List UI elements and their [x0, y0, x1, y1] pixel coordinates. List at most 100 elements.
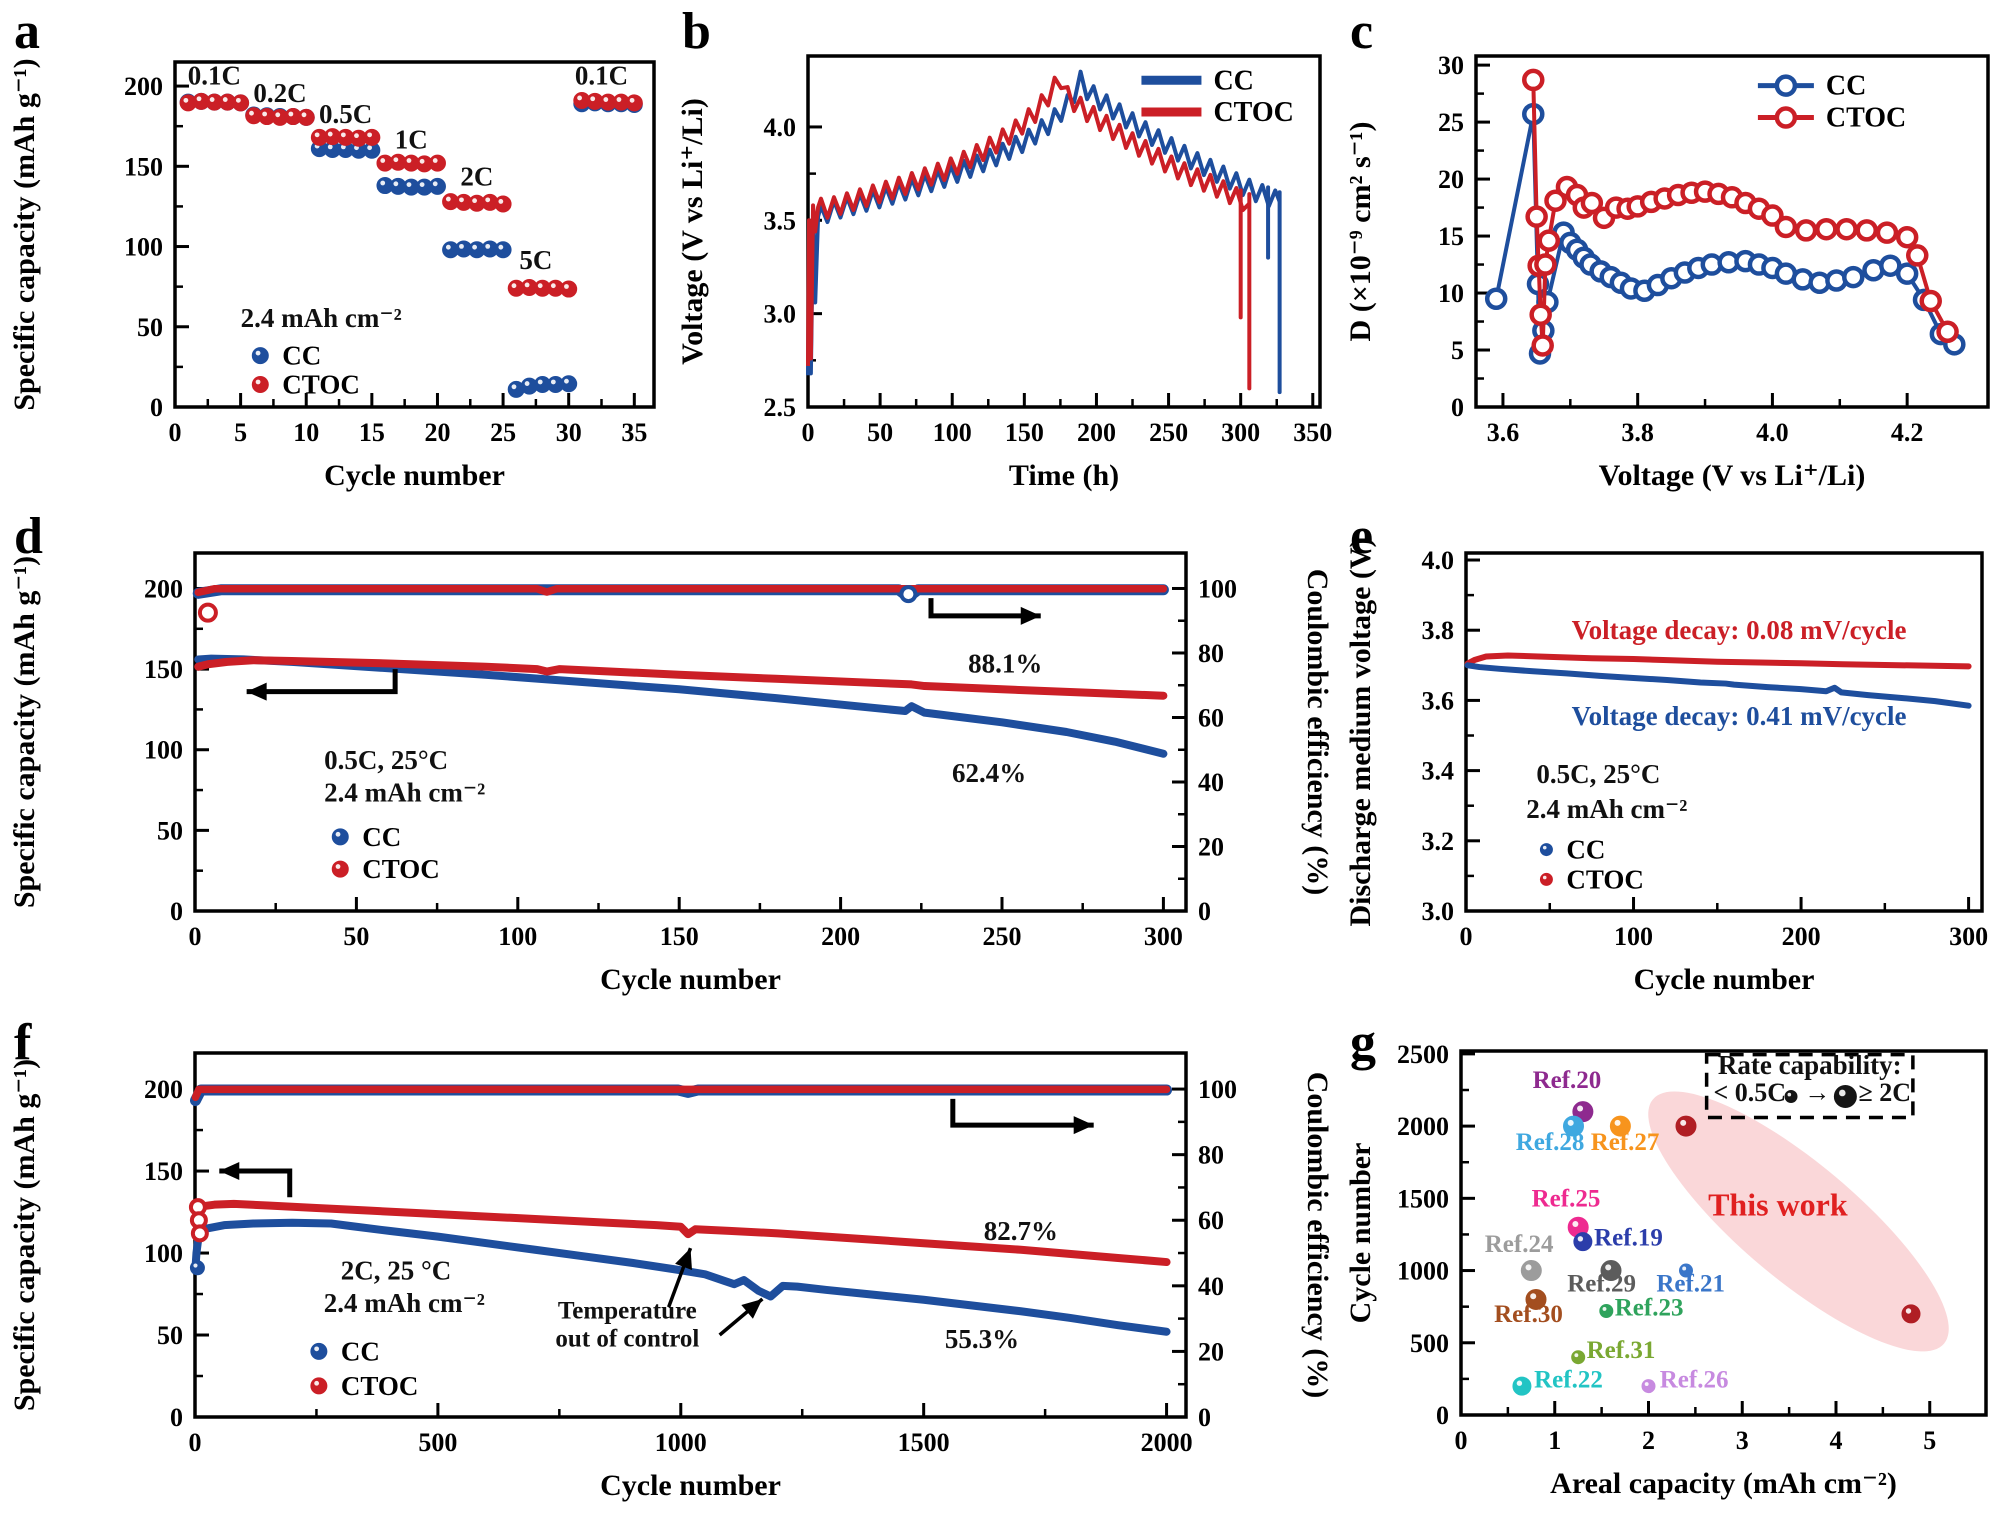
svg-text:1: 1	[1548, 1426, 1561, 1455]
arrowhead	[1020, 606, 1041, 625]
sphere-marker	[1563, 1115, 1584, 1137]
svg-text:0: 0	[169, 418, 182, 447]
svg-text:0: 0	[1198, 1403, 1211, 1432]
svg-text:50: 50	[343, 922, 369, 951]
annotation: Temperature	[558, 1298, 697, 1325]
svg-text:CC: CC	[282, 341, 321, 371]
scatter-point-ref.20: Ref.20	[1533, 1067, 1601, 1123]
sphere-marker	[533, 279, 551, 297]
scatter-point-this-work	[1675, 1115, 1697, 1137]
svg-text:200: 200	[144, 574, 183, 603]
sphere-marker	[1525, 1288, 1547, 1310]
svg-text:20: 20	[424, 418, 450, 447]
sphere-marker	[520, 278, 538, 296]
annotation: 0.5C, 25°C	[1536, 759, 1660, 789]
y-axis-label: Cycle number	[1344, 1143, 1377, 1324]
svg-text:0: 0	[150, 393, 163, 422]
series-CTOC-capacity	[191, 1199, 1171, 1267]
scatter-label: Ref.23	[1615, 1294, 1684, 1321]
svg-text:0: 0	[170, 1403, 183, 1432]
sphere-marker	[232, 94, 250, 112]
series-CTOC-CE	[194, 585, 1168, 597]
scatter-point-this-work	[1901, 1304, 1921, 1324]
svg-text:20: 20	[1438, 165, 1464, 194]
sphere-marker	[1609, 1115, 1631, 1137]
y2-axis: 0 20 40 60 80 100 Coulombic efficiency (%)	[1172, 569, 1334, 926]
svg-text:200: 200	[1077, 418, 1116, 447]
svg-text:CC: CC	[1213, 65, 1253, 96]
svg-text:CC: CC	[1566, 835, 1605, 865]
svg-text:100: 100	[144, 1239, 183, 1268]
annotation: 2C	[460, 162, 493, 192]
annotation: 2.4 mAh cm⁻²	[324, 777, 485, 807]
svg-text:300: 300	[1221, 418, 1260, 447]
sphere-marker	[310, 1342, 328, 1360]
svg-text:5: 5	[234, 418, 247, 447]
series-CTOC-capacity	[194, 656, 1168, 700]
annotation: < 0.5C	[1713, 1078, 1786, 1107]
annotation: →	[1804, 1078, 1830, 1107]
svg-text:2.5: 2.5	[764, 393, 797, 422]
sphere-marker	[1600, 1260, 1622, 1282]
annotation-arrow	[219, 1168, 293, 1198]
annotation: 55.3%	[945, 1324, 1019, 1354]
x-axis-label: Cycle number	[600, 1469, 781, 1502]
sphere-marker	[1901, 1304, 1921, 1324]
panel-d: d 0 50 100 150 200 250 300 Cycle number 0 50 100 15…	[0, 505, 1336, 1011]
sphere-marker	[455, 240, 473, 258]
x-axis: 0 500 1000 1500 2000 Cycle number	[189, 1403, 1193, 1502]
svg-text:3: 3	[1736, 1426, 1749, 1455]
panel-g-letter: g	[1350, 1014, 1376, 1071]
y-axis-label: Specific capacity (mAh g⁻¹)	[8, 58, 41, 410]
sphere-marker	[547, 376, 565, 394]
svg-text:25: 25	[1438, 108, 1464, 137]
legend-item-ctoc: CTOC	[310, 1371, 418, 1401]
sphere-marker	[1512, 1376, 1532, 1396]
panel-d-letter: d	[14, 508, 43, 565]
svg-text:35: 35	[621, 418, 647, 447]
svg-text:30: 30	[556, 418, 582, 447]
x-axis-label: Cycle number	[600, 963, 781, 996]
svg-text:2000: 2000	[1141, 1428, 1193, 1457]
series-CTOC-CE	[191, 1085, 1171, 1102]
annotation: 88.1%	[968, 648, 1042, 678]
sphere-marker	[573, 92, 591, 110]
scatter-point-ref.25: Ref.25	[1532, 1185, 1600, 1238]
sphere-marker	[1573, 1232, 1593, 1252]
y-axis-label: D (×10⁻⁹ cm² s⁻¹)	[1344, 122, 1377, 342]
svg-text:50: 50	[157, 816, 183, 845]
annotation: 0.5C, 25°C	[324, 745, 448, 775]
medium-voltage-plot: 0 100 200 300 Cycle number 3.0 3.2 3.4 3.6 3.8 4.0…	[1344, 537, 1988, 996]
svg-text:200: 200	[821, 922, 860, 951]
series-CC	[1464, 662, 1972, 709]
svg-text:25: 25	[490, 418, 516, 447]
sphere-marker	[331, 860, 349, 878]
svg-text:350: 350	[1293, 418, 1332, 447]
sphere-marker	[284, 108, 302, 126]
panel-b: b 0 50 100 150 200 250 300 350 Time (h) 2.5 3.0 3.5…	[668, 0, 1336, 505]
plot-frame	[1464, 551, 1984, 913]
plot-frame	[173, 60, 656, 409]
x-axis: 0 100 200 300 Cycle number	[1460, 897, 1988, 996]
series-CC	[1484, 102, 1966, 365]
sphere-marker	[402, 178, 420, 196]
panel-f-letter: f	[14, 1014, 32, 1071]
arrowhead	[741, 1298, 763, 1319]
svg-text:0: 0	[1455, 1426, 1468, 1455]
legend-item-cc: CC	[310, 1336, 380, 1366]
sphere-marker	[415, 178, 433, 196]
sphere-marker	[1784, 1090, 1798, 1103]
scatter-point-ref.29: Ref.29	[1567, 1260, 1636, 1298]
legend-item-ctoc: CTOC	[1141, 97, 1294, 128]
svg-text:40: 40	[1198, 1272, 1224, 1301]
svg-text:4: 4	[1830, 1426, 1843, 1455]
y-axis-label: Specific capacity (mAh g⁻¹)	[8, 1059, 41, 1411]
scatter-point-ref.31: Ref.31	[1571, 1337, 1655, 1365]
scatter-label: Ref.26	[1660, 1367, 1729, 1394]
sphere-marker	[428, 177, 446, 195]
svg-text:15: 15	[359, 418, 385, 447]
gitt-voltage-plot: 0 50 100 150 200 250 300 350 Time (h) 2.5 3.0 3.5 4.…	[676, 54, 1332, 492]
legend-item-ctoc: CTOC	[1757, 103, 1906, 134]
scatter-label: Ref.28	[1516, 1129, 1585, 1156]
